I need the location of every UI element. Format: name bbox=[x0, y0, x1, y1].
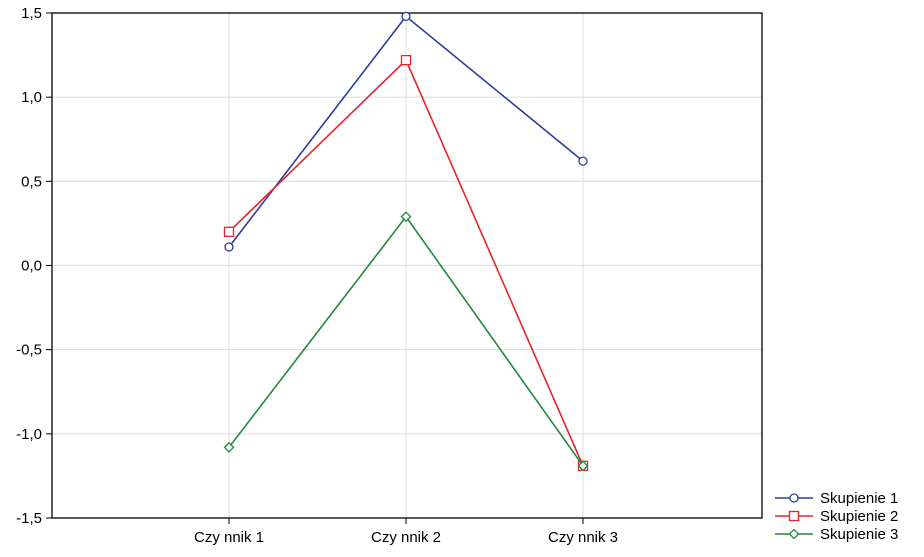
data-point-square bbox=[223, 226, 235, 237]
x-tick-label: Czy nnik 1 bbox=[194, 529, 264, 546]
legend-label: Skupienie 2 bbox=[820, 508, 898, 525]
legend-item: Skupienie 3 bbox=[775, 526, 898, 543]
y-tick-label: 0,5 bbox=[21, 173, 42, 190]
legend-item: Skupienie 1 bbox=[775, 490, 898, 507]
x-tick-label: Czy nnik 2 bbox=[371, 529, 441, 546]
data-point-square bbox=[400, 54, 412, 66]
axes: 1,5 1,0 0,5 0,0 -0,5 -1,0 -1,5 Czy nnik 1 Czy nn… bbox=[16, 5, 618, 546]
y-tick-label: -0,5 bbox=[16, 342, 42, 359]
data-point-circle bbox=[578, 156, 588, 166]
y-tick-label: 1,5 bbox=[21, 5, 42, 22]
series-1 bbox=[224, 11, 588, 252]
data-point-diamond bbox=[223, 441, 235, 453]
legend-marker-square bbox=[788, 510, 800, 522]
legend-item: Skupienie 2 bbox=[775, 508, 898, 525]
legend-label: Skupienie 1 bbox=[820, 490, 898, 507]
grid bbox=[52, 13, 762, 518]
data-point-diamond bbox=[577, 460, 589, 472]
x-tick-label: Czy nnik 3 bbox=[548, 529, 618, 546]
data-point-diamond bbox=[400, 211, 412, 223]
series-3 bbox=[223, 211, 589, 472]
data-point-circle bbox=[224, 242, 234, 252]
y-tick-label: 1,0 bbox=[21, 89, 42, 106]
series-lines bbox=[223, 11, 589, 472]
data-point-circle bbox=[401, 11, 411, 22]
y-tick-label: 0,0 bbox=[21, 258, 42, 275]
y-tick-label: -1,0 bbox=[16, 426, 42, 443]
y-tick-label: -1,5 bbox=[16, 510, 42, 527]
legend-label: Skupienie 3 bbox=[820, 526, 898, 543]
legend-marker-diamond bbox=[788, 528, 800, 540]
legend-marker-circle bbox=[789, 493, 799, 503]
